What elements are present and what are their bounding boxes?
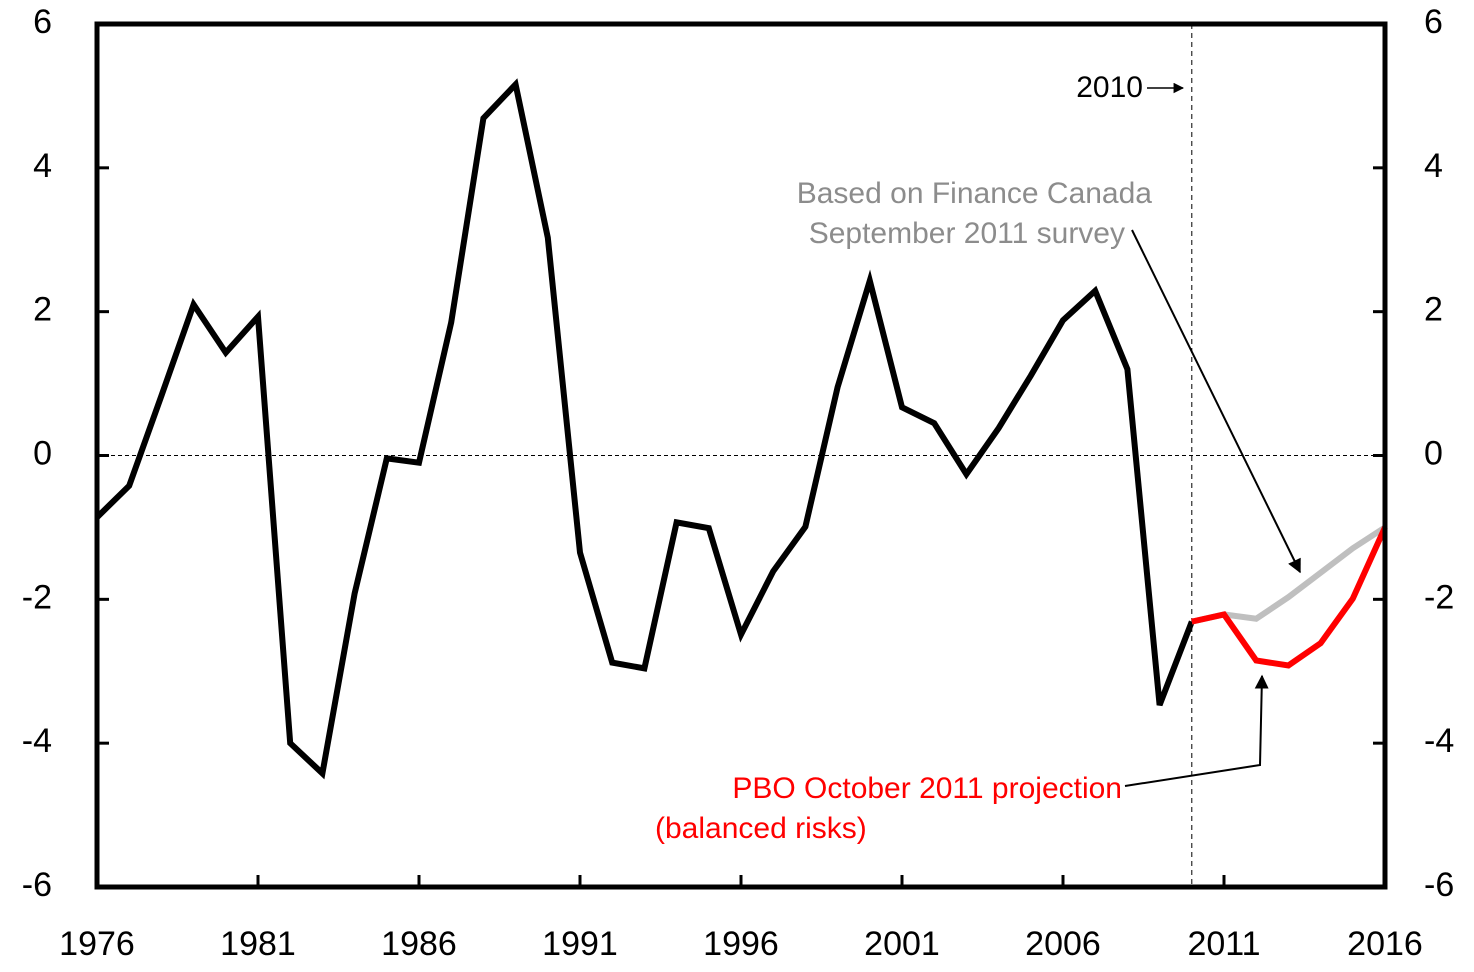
x-tick-label: 2011: [1187, 925, 1260, 963]
y-tick-label: -6: [22, 866, 52, 904]
annotation: (balanced risks): [655, 812, 867, 845]
y2-tick-label: -2: [1424, 578, 1454, 616]
annotation: Based on Finance Canada: [797, 177, 1153, 210]
arrow: [1124, 674, 1269, 787]
x-tick-label: 2001: [864, 925, 940, 963]
series-line: [1191, 524, 1387, 625]
series-line: [94, 78, 1195, 780]
x-tick-label: 1976: [59, 925, 135, 963]
y-tick-label: 4: [33, 147, 52, 185]
y2-tick-label: 0: [1424, 434, 1443, 472]
y2-tick-label: -6: [1424, 866, 1454, 904]
y-tick-label: 2: [33, 291, 52, 329]
series-line: [1191, 526, 1388, 669]
x-tick-label: 1986: [381, 925, 457, 963]
x-tick-label: 1981: [220, 925, 296, 963]
x-tick-label: 1991: [542, 925, 618, 963]
y-tick-label: -2: [22, 578, 52, 616]
x-tick-label: 2006: [1025, 925, 1101, 963]
x-tick-label: 2016: [1347, 925, 1423, 963]
y-tick-label: 0: [33, 434, 52, 472]
annotation: 2010: [1076, 71, 1143, 104]
y-tick-label: -4: [22, 722, 52, 760]
arrow: [1131, 229, 1301, 574]
y-tick-label: 6: [33, 3, 52, 41]
x-tick-label: 1996: [703, 925, 779, 963]
y2-tick-label: 6: [1424, 3, 1443, 41]
annotation: PBO October 2011 projection: [732, 772, 1122, 805]
y2-tick-label: -4: [1424, 722, 1454, 760]
y2-tick-label: 2: [1424, 291, 1443, 329]
y2-tick-label: 4: [1424, 147, 1443, 185]
plot-frame: [94, 21, 1388, 890]
annotation: September 2011 survey: [809, 217, 1125, 250]
